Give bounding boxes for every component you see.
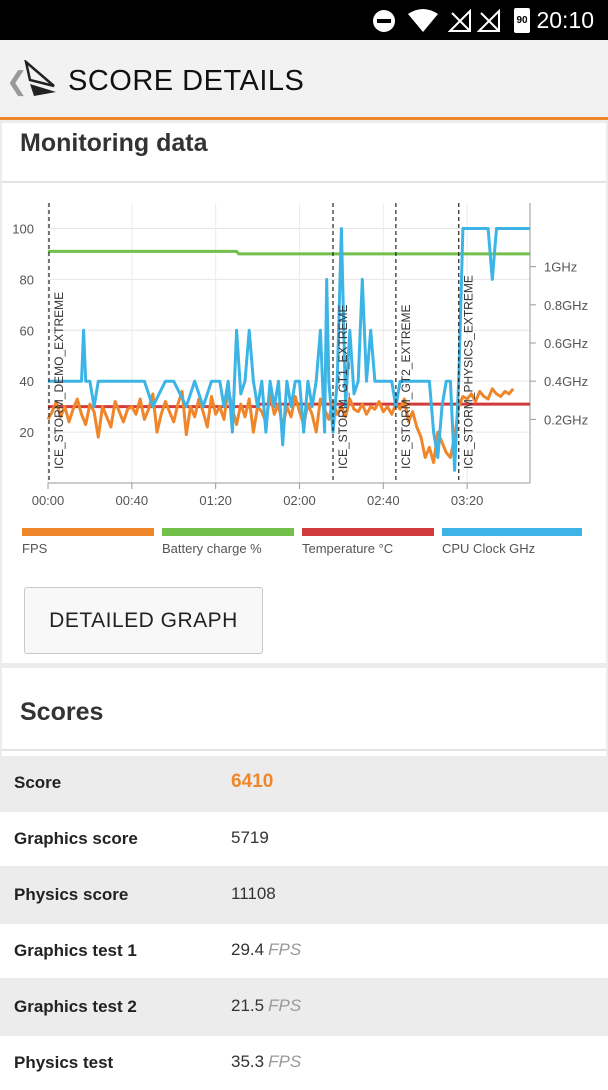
legend-swatch-temperature <box>302 528 434 536</box>
series-line-battery-charge <box>48 249 530 256</box>
score-row-name: Graphics score <box>14 829 138 848</box>
y-left-tick-label: 40 <box>20 374 34 389</box>
score-row-physics-test: Physics test 35.3 FPS <box>0 1036 608 1090</box>
wifi-icon <box>408 9 438 32</box>
score-row-graphics: Graphics score 5719 <box>0 812 608 866</box>
status-bar: 90 20:10 <box>0 0 608 40</box>
legend-swatch-cpu-clock <box>442 528 582 536</box>
score-row-value-wrap: 29.4 FPS <box>231 940 301 960</box>
scores-header-card <box>2 668 606 756</box>
score-row-unit: FPS <box>268 996 302 1015</box>
x-tick-label: 01:20 <box>199 493 232 508</box>
legend-item-temperature: Temperature °C <box>302 528 434 556</box>
y-right-tick-label: 0.4GHz <box>544 374 588 389</box>
x-tick-label: 02:00 <box>283 493 316 508</box>
score-row-unit: FPS <box>268 1052 302 1071</box>
do-not-disturb-icon <box>373 10 395 32</box>
y-left-tick-label: 80 <box>20 272 34 287</box>
signal-no-sim-icon <box>448 9 471 32</box>
legend-swatch-battery <box>162 528 294 536</box>
legend-label-fps: FPS <box>22 541 48 556</box>
score-row-value: 6410 <box>231 771 274 792</box>
score-row-value-wrap: 35.3 FPS <box>231 1052 301 1072</box>
test-marker-label: ICE_STORM_GT2_EXTREME <box>399 305 413 469</box>
legend-swatch-fps <box>22 528 154 536</box>
y-right-tick-label: 0.6GHz <box>544 336 588 351</box>
test-marker-label: ICE_STORM_PHYSICS_EXTREME <box>462 275 476 469</box>
legend-item-cpu-clock: CPU Clock GHz <box>442 528 582 556</box>
score-row-graphics-test-2: Graphics test 2 21.5 FPS <box>0 980 608 1034</box>
score-row-total: Score 6410 <box>0 756 608 810</box>
score-row-name: Graphics test 2 <box>14 997 137 1016</box>
y-left-tick-label: 100 <box>12 221 34 236</box>
score-row-physics: Physics score 11108 <box>0 868 608 922</box>
page-title: SCORE DETAILS <box>68 65 305 97</box>
x-tick-label: 00:00 <box>32 493 65 508</box>
monitoring-chart: ICE_STORM_DEMO_EXTREME ICE_STORM_GT1_EXTR… <box>12 203 588 508</box>
battery-icon: 90 <box>514 8 530 33</box>
score-row-graphics-test-1: Graphics test 1 29.4 FPS <box>0 924 608 978</box>
scores-title: Scores <box>20 698 104 726</box>
chart-legend: FPS Battery charge % Temperature °C CPU … <box>22 528 592 568</box>
y-left-tick-label: 60 <box>20 323 34 338</box>
score-row-value: 35.3 <box>231 1052 265 1071</box>
status-time: 20:10 <box>536 7 594 33</box>
detailed-graph-button[interactable]: DETAILED GRAPH <box>24 587 263 654</box>
legend-item-battery: Battery charge % <box>162 528 294 556</box>
test-marker-label: ICE_STORM_GT1_EXTREME <box>336 305 350 469</box>
score-row-value: 29.4 <box>231 940 265 959</box>
content: Monitoring data ICE_STORM_DEMO_EXTREME IC… <box>0 123 608 1090</box>
score-row-value: 5719 <box>231 828 269 847</box>
score-row-name: Score <box>14 773 62 792</box>
legend-label-cpu-clock: CPU Clock GHz <box>442 541 536 556</box>
monitoring-divider <box>2 181 606 183</box>
y-right-tick-label: 0.8GHz <box>544 298 588 313</box>
score-row-value: 21.5 <box>231 996 265 1015</box>
score-row-name: Physics score <box>14 885 129 904</box>
score-row-value-wrap: 21.5 FPS <box>231 996 301 1016</box>
back-chevron-icon[interactable]: ❮ <box>6 66 28 96</box>
score-row-unit: FPS <box>268 940 302 959</box>
y-right-tick-label: 0.2GHz <box>544 412 588 427</box>
x-tick-label: 03:20 <box>451 493 484 508</box>
legend-label-temperature: Temperature °C <box>302 541 394 556</box>
scores-divider <box>2 749 606 751</box>
monitoring-title: Monitoring data <box>20 129 208 157</box>
legend-item-fps: FPS <box>22 528 154 556</box>
test-marker-label: ICE_STORM_DEMO_EXTREME <box>52 292 66 469</box>
legend-label-battery: Battery charge % <box>162 541 262 556</box>
score-row-name: Physics test <box>14 1053 114 1072</box>
app-bar: ❮ SCORE DETAILS <box>0 40 608 120</box>
score-row-name: Graphics test 1 <box>14 941 137 960</box>
x-tick-label: 00:40 <box>116 493 149 508</box>
signal-no-sim-2-icon <box>477 9 500 32</box>
y-right-tick-label: 1GHz <box>544 260 577 275</box>
score-row-value: 11108 <box>231 884 276 903</box>
x-tick-label: 02:40 <box>367 493 400 508</box>
app-logo-icon[interactable] <box>24 60 58 98</box>
y-left-tick-label: 20 <box>20 425 34 440</box>
series-line-cpu-clock-ghz <box>48 227 530 472</box>
